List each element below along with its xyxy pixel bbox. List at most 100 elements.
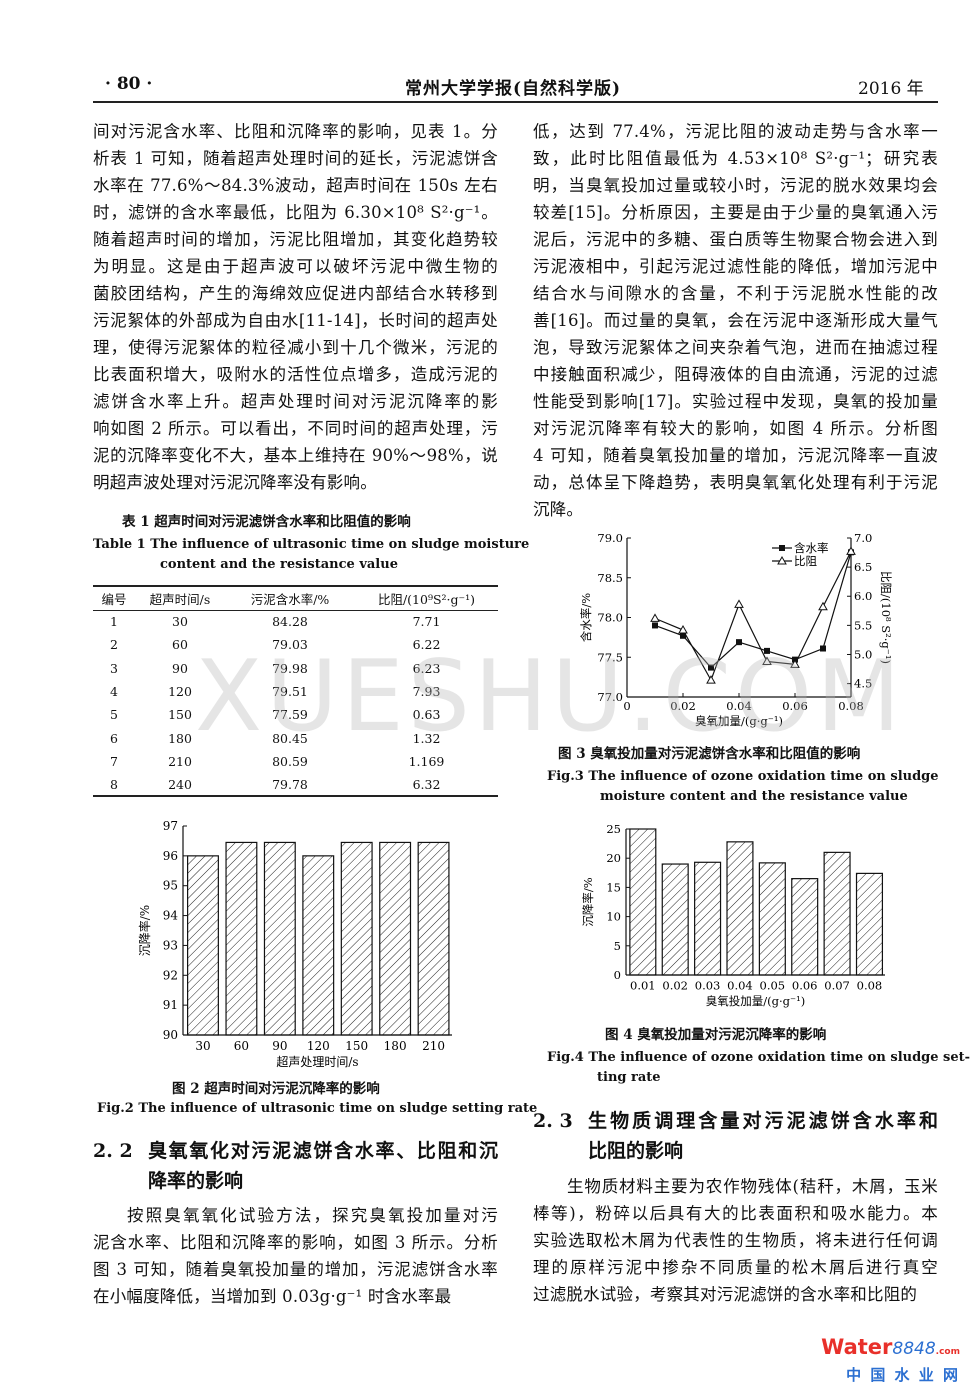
caption-line: Fig.4 The influence of ozone oxidation t… — [547, 1050, 970, 1065]
caption-line: moisture content and the resistance valu… — [600, 789, 908, 804]
section-number: 2. 3 — [533, 1110, 573, 1132]
fig4-x-tick-label: 0.03 — [695, 979, 721, 993]
fig4-bar — [855, 872, 884, 976]
col-header: 编号 — [101, 591, 127, 607]
fig4-y-tick-label: 20 — [606, 851, 621, 865]
fig3-legend-label: 含水率 — [794, 541, 829, 555]
fig3-series-0-point — [680, 632, 686, 639]
fig2-y-tick-label: 94 — [163, 909, 179, 923]
text-line: 泥含水率、比阻和沉降率的影响，如图 3 所示。分析 — [93, 1233, 498, 1252]
text-line: 理，使得污泥絮体的粒径减小到十几个微米，污泥的 — [93, 338, 498, 357]
table-cell: 6.22 — [412, 637, 441, 653]
table-cell: 240 — [168, 776, 192, 792]
text-line: 响如图 2 所示。可以看出，不同时间的超声处理，污 — [93, 419, 498, 438]
fig2-x-tick-label: 150 — [345, 1039, 368, 1053]
fig3-series-0-point — [708, 664, 714, 671]
fig3-series-0-point — [820, 645, 826, 652]
fig4-bar — [726, 841, 754, 976]
left-para-1: 间对污泥含水率、比阻和沉降率的影响，见表 1。分 析表 1 可知，随着超声处理时间… — [93, 118, 498, 496]
fig3-y-tick-label: 79.0 — [597, 531, 623, 545]
fig2-bar — [340, 841, 373, 1036]
year: 2016 年 — [858, 79, 924, 99]
text-line: 性能受到影响[17]。实验过程中发现，臭氧的投加量 — [533, 392, 938, 411]
fig3-series-1-point — [706, 675, 716, 684]
fig3-x-tick-label: 0.04 — [726, 699, 752, 713]
fig3-y2-tick-label: 6.0 — [854, 589, 872, 603]
section-title-line: 降率的影响 — [148, 1170, 244, 1192]
table-cell: 8 — [110, 776, 118, 792]
right-para-2: 生物质材料主要为农作物残体(秸秆，木屑，玉米 棒等)，粉碎以后具有大的比表面积和吸… — [533, 1173, 938, 1308]
fig3-y-tick-label: 77.0 — [597, 690, 623, 704]
fig2-bar — [187, 855, 219, 1036]
text-line: 间对污泥含水率、比阻和沉降率的影响，见表 1。分 — [93, 122, 498, 141]
section-title-line: 生物质调理含量对污泥滤饼含水率和 — [588, 1110, 938, 1132]
fig2-y-tick-label: 90 — [163, 1028, 178, 1042]
col-header: 超声时间/s — [149, 591, 211, 607]
fig2-y-axis-label: 沉降率/% — [137, 905, 152, 956]
text-line: 低，达到 77.4%，污泥比阻的波动走势与含水率一 — [533, 122, 938, 141]
table-cell: 0.63 — [412, 707, 441, 723]
fig2-y-tick-label: 93 — [163, 938, 178, 952]
fig3-y2-tick-label: 4.5 — [854, 677, 872, 691]
table-row: 2 60 79.03 6.22 — [93, 633, 498, 656]
fig3-y2-tick-label: 5.0 — [854, 647, 872, 661]
text-line: 明，当臭氧投加过量或较小时，污泥的脱水效果均会 — [533, 176, 938, 195]
text-line: 图 3 可知，随着臭氧投加量的增加，污泥滤饼含水率 — [93, 1260, 498, 1279]
fig2-bar — [417, 841, 450, 1036]
fig3-y2-tick-label: 6.5 — [854, 560, 872, 574]
fig4-y-tick-label: 25 — [606, 822, 621, 836]
fig3-caption-cn: 图 3 臭氧投加量对污泥滤饼含水率和比阻值的影响 — [558, 746, 861, 762]
fig2-y-tick-label: 96 — [163, 849, 178, 863]
fig4-bar — [694, 861, 722, 976]
table-cell: 7 — [110, 753, 118, 769]
section-title-line: 臭氧氧化对污泥滤饼含水率、比阻和沉 — [148, 1140, 498, 1162]
text-line: 在小幅度降低，当增加到 0.03g·g⁻¹ 时含水率最 — [93, 1287, 452, 1306]
table-cell: 6 — [110, 730, 118, 746]
fig4-bar — [791, 878, 819, 976]
logo-suffix: .com — [935, 1347, 960, 1357]
table-cell: 150 — [168, 707, 192, 723]
fig2-x-tick-label: 90 — [272, 1039, 287, 1053]
table-cell: 3 — [110, 660, 118, 676]
text-line: 动，总体呈下降趋势，表明臭氧氧化处理有利于污泥 — [533, 473, 938, 492]
fig3-series-1-point — [818, 601, 828, 611]
table-cell: 90 — [172, 660, 188, 676]
text-line: 实验选取松木屑为代表性的生物质，将未进行任何调 — [533, 1231, 938, 1250]
fig3-x-tick-label: 0.02 — [670, 699, 696, 713]
fig4-y-tick-label: 0 — [614, 968, 621, 982]
fig2-y-tick-label: 92 — [163, 968, 178, 982]
fig2-x-axis-label: 超声处理时间/s — [276, 1054, 358, 1069]
text-line: 明超声波处理对污泥沉降率没有影响。 — [93, 473, 377, 492]
fig3-y-tick-label: 78.5 — [597, 571, 623, 585]
journal-title: 常州大学学报(自然科学版) — [405, 79, 622, 99]
fig2-bar — [225, 841, 258, 1036]
text-line: 中接触面积减少，阻碍液体的自由流通，污泥的过滤 — [533, 365, 938, 384]
table-cell: 7.71 — [412, 614, 441, 630]
table-cell: 180 — [168, 730, 192, 746]
text-line: 致，此时比阻值最低为 4.53×10⁸ S²·g⁻¹；研究表 — [533, 149, 938, 168]
fig3-series-0-point — [736, 639, 742, 646]
table-cell: 79.98 — [272, 660, 308, 676]
fig2-x-tick-label: 120 — [307, 1039, 330, 1053]
fig2-bar — [379, 841, 412, 1036]
fig4-x-tick-label: 0.02 — [662, 979, 688, 993]
fig2-x-tick-label: 180 — [384, 1039, 407, 1053]
fig3-series-1-point — [846, 546, 856, 555]
fig2-caption-cn: 图 2 超声时间对污泥沉降率的影响 — [172, 1081, 380, 1097]
table-cell: 1.32 — [412, 730, 441, 746]
page-number: · 80 · — [105, 74, 153, 94]
fig2-y-tick-label: 95 — [163, 879, 178, 893]
fig4-x-axis-label: 臭氧投加量/(g·g⁻¹) — [706, 994, 805, 1008]
fig2-caption-en: Fig.2 The influence of ultrasonic time o… — [97, 1101, 538, 1116]
text-line: 过滤脱水试验，考察其对污泥滤饼的含水率和比阻的 — [533, 1285, 918, 1304]
fig3-y2-tick-label: 7.0 — [854, 531, 872, 545]
table-cell: 4 — [110, 684, 118, 700]
fig3-x-tick-label: 0.06 — [782, 699, 808, 713]
left-para-2: 按照臭氧氧化试验方法，探究臭氧投加量对污 泥含水率、比阻和沉降率的影响，如图 3 … — [93, 1202, 498, 1310]
table-header-row: 编号 超声时间/s 污泥含水率/% 比阻/(10⁹S²·g⁻¹) — [93, 586, 498, 610]
table-row: 4 120 79.51 7.93 — [93, 680, 498, 703]
table-row: 7 210 80.59 1.169 — [93, 750, 498, 773]
fig3-legend-marker — [777, 555, 787, 565]
logo-subtitle: 中 国 水 业 网 — [846, 1366, 960, 1384]
table-cell: 1 — [110, 614, 118, 630]
